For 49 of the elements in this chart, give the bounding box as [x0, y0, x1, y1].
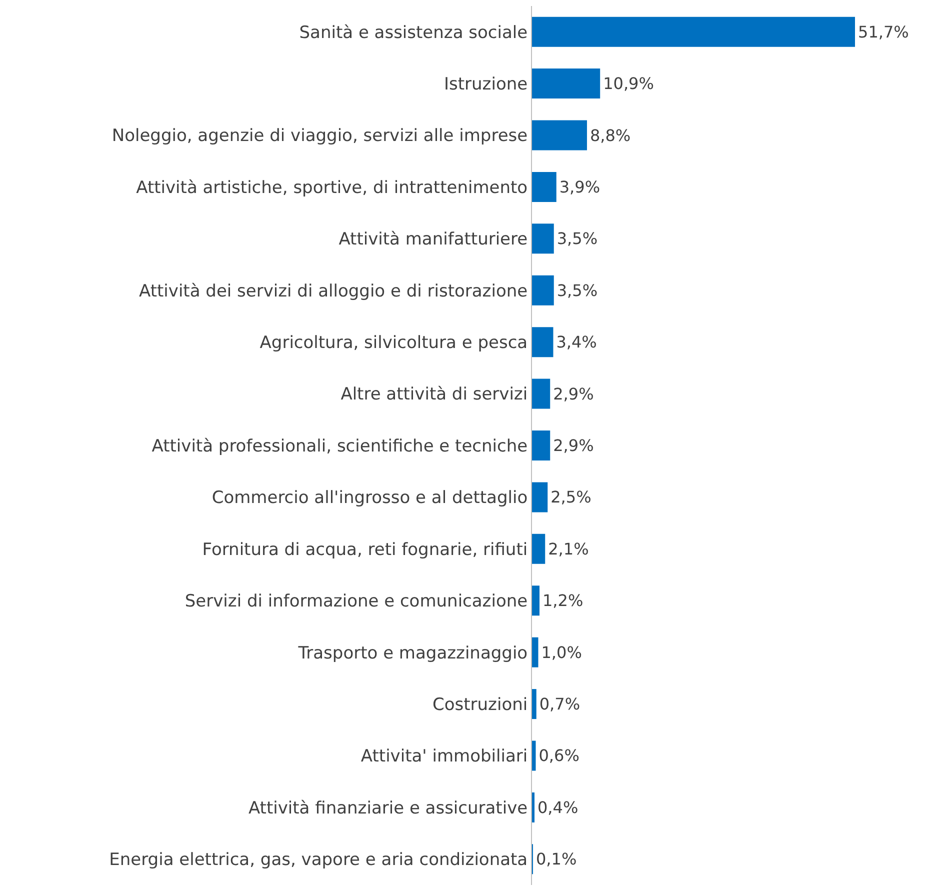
data-label: 3,5% — [556, 280, 598, 300]
data-label: 1,0% — [541, 642, 582, 662]
y-tick-label: Attività finanziarie e assicurative — [248, 798, 528, 818]
data-label: 0,4% — [538, 798, 578, 817]
data-label: 3,4% — [556, 332, 597, 352]
y-tick-label: Servizi di informazione e comunicazione — [184, 592, 528, 612]
bar — [532, 637, 538, 668]
data-label: 3,9% — [559, 177, 600, 196]
y-tick-label: Commercio all'ingrosso e al dettaglio — [212, 488, 528, 508]
data-label: 0,6% — [538, 746, 580, 766]
data-label: 2,1% — [548, 539, 589, 558]
y-tick-label: Energia elettrica, gas, vapore e aria condizionata — [109, 850, 528, 870]
data-label: 10,9% — [603, 74, 654, 94]
bar — [532, 172, 556, 202]
bar — [532, 482, 548, 512]
data-label: 2,9% — [553, 436, 594, 455]
data-label: 0,7% — [539, 694, 580, 714]
y-tick-label: Costruzioni — [432, 694, 528, 715]
y-tick-label: Trasporto e magazzinaggio — [297, 643, 528, 664]
bar — [532, 16, 855, 47]
data-label: 2,9% — [553, 384, 594, 404]
data-label: 8,8% — [590, 126, 631, 145]
bar — [532, 689, 536, 720]
bar — [532, 68, 600, 99]
y-tick-label: Attività artistiche, sportive, di intrattenimento — [136, 178, 528, 198]
y-tick-label: Attività manifatturiere — [338, 230, 528, 250]
data-label: 1,2% — [542, 591, 584, 610]
data-label: 3,5% — [556, 229, 598, 248]
data-label: 51,7% — [858, 22, 909, 42]
y-tick-label: Altre attività di servizi — [340, 384, 528, 405]
y-tick-label: Agricoltura, silvicoltura e pesca — [260, 333, 528, 354]
bar — [532, 534, 546, 564]
bar — [532, 275, 554, 306]
y-tick-label: Attività dei servizi di alloggio e di ristorazione — [139, 281, 528, 302]
bar — [532, 740, 536, 771]
y-tick-label: Attività professionali, scientifiche e tecniche — [152, 436, 528, 456]
y-tick-label: Istruzione — [444, 74, 528, 95]
bar — [532, 327, 554, 358]
bar — [532, 586, 540, 616]
data-label: 2,5% — [550, 488, 592, 507]
y-tick-label: Noleggio, agenzie di viaggio, servizi alle imprese — [112, 126, 528, 146]
y-tick-label: Sanità e assistenza sociale — [299, 22, 528, 43]
bar — [532, 430, 550, 460]
bar — [532, 224, 554, 254]
bar — [532, 120, 587, 150]
y-tick-label: Fornitura di acqua, reti fognarie, rifiuti — [202, 540, 528, 560]
data-label: 0,1% — [536, 850, 577, 869]
y-tick-label: Attivita' immobiliari — [360, 746, 528, 767]
bar — [532, 378, 550, 409]
